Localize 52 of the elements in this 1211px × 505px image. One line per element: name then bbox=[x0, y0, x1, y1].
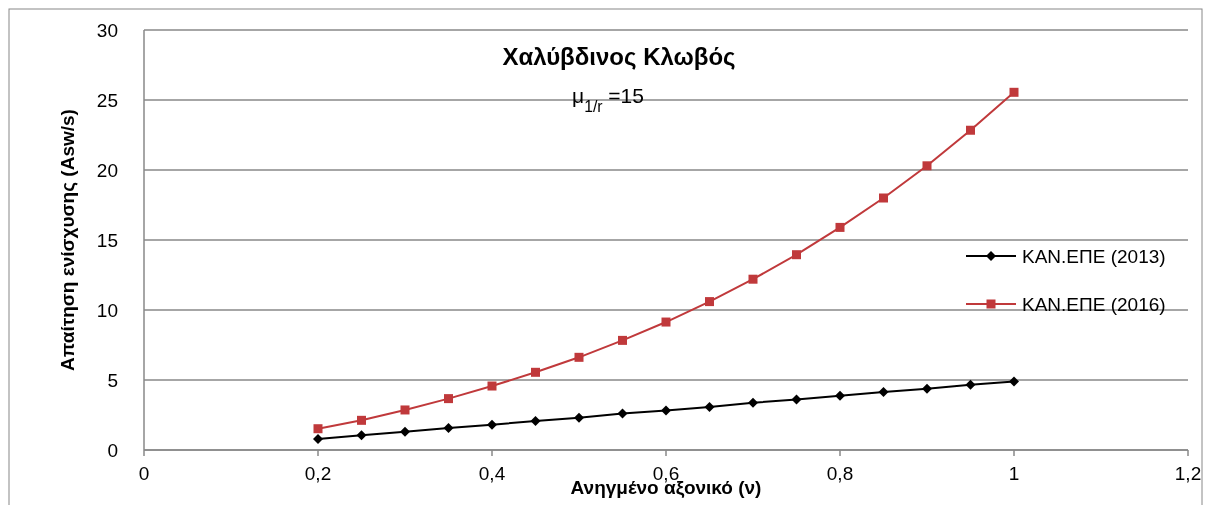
point bbox=[835, 222, 845, 232]
legend-label: ΚΑΝ.ΕΠΕ (2016) bbox=[1022, 294, 1166, 315]
point bbox=[835, 390, 845, 401]
y-tick-label: 15 bbox=[96, 230, 118, 251]
text: Χαλύβδινος Κλωβός bbox=[502, 43, 736, 70]
y-tick-label: 0 bbox=[107, 440, 118, 461]
legend-label: ΚΑΝ.ΕΠΕ (2013) bbox=[1022, 246, 1166, 267]
point bbox=[313, 424, 323, 434]
point bbox=[1009, 376, 1019, 387]
point bbox=[400, 405, 410, 415]
point bbox=[531, 367, 540, 377]
y-tick-label: 25 bbox=[96, 90, 118, 111]
point bbox=[487, 381, 497, 391]
point bbox=[661, 405, 671, 416]
point bbox=[356, 430, 367, 441]
y-tick-label: 30 bbox=[96, 20, 118, 41]
point bbox=[879, 193, 888, 203]
point bbox=[487, 419, 497, 430]
point bbox=[574, 352, 584, 362]
x-tick-label: 1 bbox=[1008, 463, 1020, 484]
point bbox=[1009, 87, 1019, 97]
point bbox=[878, 387, 889, 398]
x-tick-label: 0 bbox=[138, 463, 150, 484]
point bbox=[443, 423, 454, 434]
x-tick-label: 0,4 bbox=[478, 463, 506, 484]
point bbox=[748, 397, 758, 408]
point bbox=[922, 383, 932, 394]
point bbox=[530, 416, 541, 427]
point bbox=[966, 125, 975, 135]
point bbox=[661, 317, 671, 327]
point bbox=[618, 335, 627, 345]
annotation: μ$_{1/r}$ =15 bbox=[572, 84, 644, 115]
y-tick-label: 5 bbox=[107, 370, 118, 391]
x-tick-label: 1,2 bbox=[1174, 463, 1202, 484]
y-tick-label: 20 bbox=[96, 160, 118, 181]
y-axis-title: Απαίτηση ενίσχυσης (Asw/s) bbox=[57, 109, 78, 371]
point bbox=[400, 426, 410, 437]
point bbox=[574, 412, 584, 423]
point bbox=[313, 433, 323, 444]
point bbox=[748, 274, 758, 284]
point bbox=[791, 394, 802, 405]
x-tick-label: 0,8 bbox=[826, 463, 854, 484]
point bbox=[705, 297, 714, 307]
point bbox=[704, 401, 715, 412]
x-tick-label: 0,2 bbox=[304, 463, 332, 484]
point bbox=[357, 415, 366, 425]
point bbox=[444, 394, 453, 404]
point bbox=[922, 161, 932, 171]
point bbox=[617, 408, 628, 419]
y-tick-label: 10 bbox=[96, 300, 118, 321]
point bbox=[965, 379, 976, 390]
point bbox=[792, 250, 801, 260]
